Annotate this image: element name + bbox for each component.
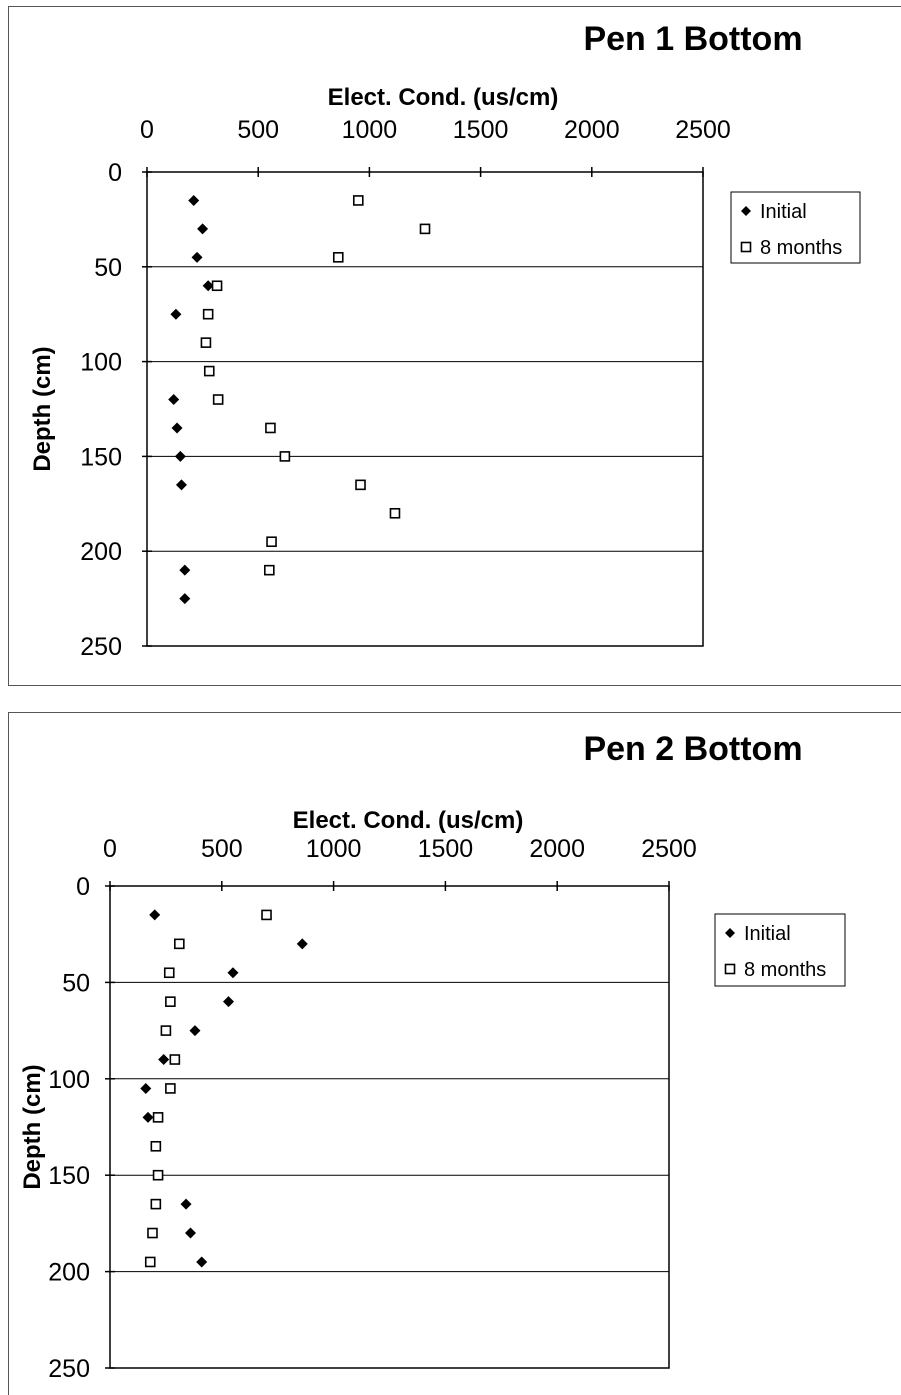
data-point-initial: [179, 593, 191, 605]
y-tick-label: 200: [48, 1259, 90, 1287]
data-point-8-months: [202, 308, 214, 320]
data-point-initial: [180, 1198, 192, 1210]
data-point-initial: [170, 308, 182, 320]
x-tick-label: 1500: [418, 835, 474, 863]
data-point-initial: [189, 1025, 201, 1037]
y-tick-label: 250: [48, 1355, 90, 1383]
data-point-8-months: [265, 422, 276, 434]
x-tick-label: 500: [237, 116, 279, 144]
x-axis-title: Elect. Cond. (us/cm): [328, 84, 559, 111]
y-tick-label: 100: [48, 1066, 90, 1094]
data-point-initial: [149, 909, 161, 921]
y-tick-label: 50: [62, 969, 90, 997]
legend-marker-initial: [741, 206, 751, 216]
x-tick-label: 1000: [342, 116, 398, 144]
data-point-8-months: [203, 365, 215, 377]
y-tick-label: 0: [108, 159, 122, 187]
y-tick-label: 100: [80, 349, 122, 377]
data-point-8-months: [152, 1112, 164, 1123]
data-point-initial: [191, 251, 203, 263]
data-point-8-months: [165, 1083, 176, 1094]
data-point-8-months: [163, 967, 175, 979]
x-tick-label: 2500: [641, 835, 697, 863]
data-point-8-months: [332, 252, 344, 263]
data-point-initial: [197, 223, 209, 235]
data-point-8-months: [279, 451, 291, 462]
data-point-initial: [296, 938, 308, 950]
scatter-chart-pen1: Pen 1 Bottom Elect. Cond. (us/cm) Depth (c…: [29, 20, 861, 661]
legend-box: [730, 191, 861, 264]
legend-box: [714, 913, 846, 987]
x-tick-label: 500: [201, 835, 243, 863]
data-point-initial: [202, 280, 214, 292]
data-point-8-months: [211, 280, 223, 292]
y-tick-label: 50: [94, 254, 122, 282]
y-tick-label: 0: [76, 873, 90, 901]
y-tick-label: 250: [80, 633, 122, 661]
legend-marker-8-months: [740, 241, 752, 253]
data-point-initial: [140, 1082, 152, 1094]
data-point-8-months: [169, 1054, 181, 1065]
legend-label: Initial: [744, 923, 791, 945]
data-point-8-months: [165, 996, 176, 1007]
plot-area: [146, 171, 704, 647]
data-point-8-months: [150, 1140, 162, 1152]
data-point-initial: [188, 194, 200, 206]
data-point-8-months: [150, 1198, 162, 1210]
legend-marker-initial: [725, 928, 735, 938]
data-point-8-months: [266, 536, 277, 548]
data-point-initial: [184, 1227, 196, 1239]
y-tick-label: 150: [48, 1162, 90, 1190]
x-tick-label: 1000: [306, 835, 362, 863]
legend-label: Initial: [760, 201, 807, 223]
data-point-8-months: [212, 394, 224, 405]
x-tick-label: 0: [140, 116, 154, 144]
x-tick-label: 0: [103, 835, 117, 863]
chart-title: Pen 1 Bottom: [583, 20, 802, 58]
data-point-initial: [142, 1111, 154, 1123]
data-point-8-months: [352, 195, 364, 206]
data-point-8-months: [147, 1227, 158, 1239]
data-point-8-months: [174, 938, 185, 950]
data-point-8-months: [419, 223, 431, 235]
data-point-initial: [158, 1054, 170, 1066]
data-point-initial: [179, 564, 191, 576]
data-point-8-months: [389, 507, 401, 519]
data-point-8-months: [355, 479, 366, 491]
data-point-8-months: [264, 564, 275, 576]
legend-label: 8 months: [760, 237, 842, 259]
y-axis-title: Depth (cm): [29, 346, 56, 471]
chart-panel-pen1: [8, 6, 901, 686]
chart-panel-pen2: [8, 712, 901, 1395]
legend-marker-8-months: [724, 963, 736, 975]
x-tick-label: 1500: [453, 116, 509, 144]
data-point-initial: [168, 394, 180, 406]
legend-label: 8 months: [744, 959, 826, 981]
data-point-8-months: [160, 1025, 172, 1036]
plot-area: [109, 885, 670, 1369]
y-tick-label: 150: [80, 443, 122, 471]
chart-title: Pen 2 Bottom: [583, 730, 802, 768]
data-point-8-months: [261, 909, 272, 921]
data-point-initial: [227, 967, 239, 979]
y-tick-label: 200: [80, 538, 122, 566]
data-point-initial: [223, 996, 235, 1008]
data-point-8-months: [144, 1256, 156, 1268]
x-tick-label: 2500: [675, 116, 731, 144]
data-point-8-months: [152, 1169, 164, 1181]
data-point-initial: [171, 422, 183, 434]
x-tick-label: 2000: [529, 835, 585, 863]
x-axis-title: Elect. Cond. (us/cm): [293, 807, 524, 834]
data-point-8-months: [200, 337, 212, 348]
y-axis-title: Depth (cm): [19, 1064, 46, 1189]
data-point-initial: [174, 450, 186, 462]
data-point-initial: [196, 1256, 208, 1268]
data-point-initial: [175, 479, 187, 491]
x-tick-label: 2000: [564, 116, 620, 144]
